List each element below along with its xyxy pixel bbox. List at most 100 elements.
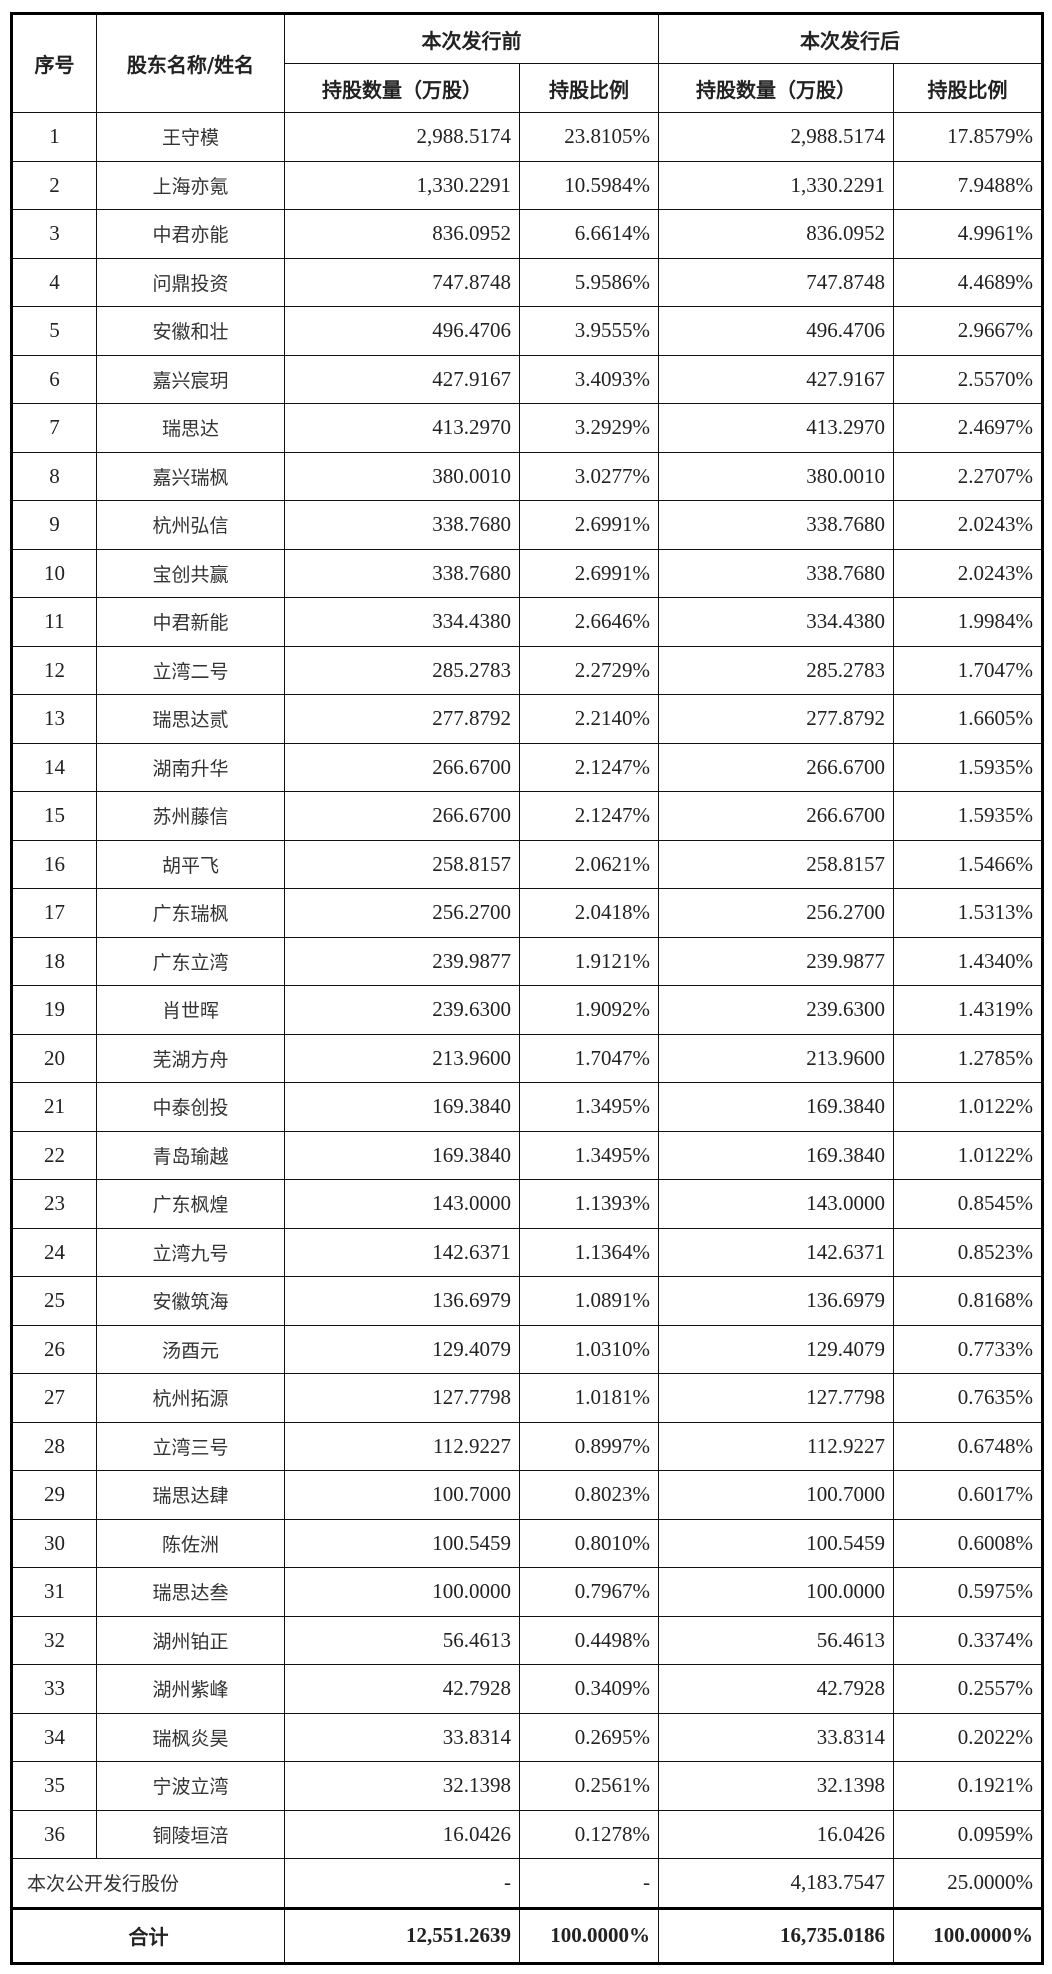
- row-before-shares: 413.2970: [284, 403, 520, 453]
- table-row: 16 胡平飞 258.8157 2.0621% 258.8157 1.5466%: [11, 839, 1043, 889]
- table-row: 6 嘉兴宸玥 427.9167 3.4093% 427.9167 2.5570%: [11, 354, 1043, 404]
- row-seq: 4: [11, 257, 97, 307]
- row-seq: 30: [11, 1518, 97, 1568]
- row-after-shares: 239.6300: [658, 985, 894, 1035]
- table-row: 35 宁波立湾 32.1398 0.2561% 32.1398 0.1921%: [11, 1761, 1043, 1811]
- row-seq: 32: [11, 1615, 97, 1665]
- row-seq: 13: [11, 694, 97, 744]
- row-before-shares: 334.4380: [284, 597, 520, 647]
- row-after-shares: 100.0000: [658, 1567, 894, 1617]
- row-before-ratio: 10.5984%: [519, 160, 659, 210]
- row-after-ratio: 17.8579%: [893, 112, 1043, 162]
- public-offering-after-shares: 4,183.7547: [658, 1858, 894, 1909]
- row-after-ratio: 1.4340%: [893, 936, 1043, 986]
- row-after-shares: 127.7798: [658, 1373, 894, 1423]
- table-row: 26 汤酉元 129.4079 1.0310% 129.4079 0.7733%: [11, 1324, 1043, 1374]
- row-after-ratio: 0.2557%: [893, 1664, 1043, 1714]
- row-name: 安徽筑海: [96, 1276, 285, 1326]
- row-before-ratio: 1.0891%: [519, 1276, 659, 1326]
- row-name: 肖世晖: [96, 985, 285, 1035]
- row-before-shares: 239.9877: [284, 936, 520, 986]
- row-before-ratio: 2.2140%: [519, 694, 659, 744]
- row-before-ratio: 1.0310%: [519, 1324, 659, 1374]
- row-after-ratio: 0.2022%: [893, 1712, 1043, 1762]
- row-after-shares: 33.8314: [658, 1712, 894, 1762]
- row-after-shares: 427.9167: [658, 354, 894, 404]
- row-seq: 11: [11, 597, 97, 647]
- row-after-ratio: 0.5975%: [893, 1567, 1043, 1617]
- table-row: 21 中泰创投 169.3840 1.3495% 169.3840 1.0122%: [11, 1082, 1043, 1132]
- row-name: 瑞思达: [96, 403, 285, 453]
- row-before-shares: 56.4613: [284, 1615, 520, 1665]
- row-after-ratio: 0.8168%: [893, 1276, 1043, 1326]
- row-seq: 35: [11, 1761, 97, 1811]
- row-before-shares: 169.3840: [284, 1082, 520, 1132]
- row-after-shares: 112.9227: [658, 1421, 894, 1471]
- row-seq: 25: [11, 1276, 97, 1326]
- row-seq: 12: [11, 645, 97, 695]
- row-before-shares: 33.8314: [284, 1712, 520, 1762]
- row-before-shares: 16.0426: [284, 1809, 520, 1859]
- row-after-shares: 338.7680: [658, 500, 894, 550]
- table-row: 32 湖州铂正 56.4613 0.4498% 56.4613 0.3374%: [11, 1615, 1043, 1665]
- row-after-ratio: 4.4689%: [893, 257, 1043, 307]
- row-before-ratio: 2.1247%: [519, 791, 659, 841]
- row-seq: 2: [11, 160, 97, 210]
- row-after-ratio: 1.6605%: [893, 694, 1043, 744]
- row-before-shares: 239.6300: [284, 985, 520, 1035]
- row-name: 瑞思达贰: [96, 694, 285, 744]
- row-after-shares: 169.3840: [658, 1130, 894, 1180]
- row-after-shares: 334.4380: [658, 597, 894, 647]
- row-before-ratio: 0.8010%: [519, 1518, 659, 1568]
- header-name: 股东名称/姓名: [96, 13, 285, 113]
- row-before-shares: 100.5459: [284, 1518, 520, 1568]
- row-before-shares: 836.0952: [284, 209, 520, 259]
- row-before-ratio: 1.9121%: [519, 936, 659, 986]
- row-after-shares: 136.6979: [658, 1276, 894, 1326]
- header-before-ratio: 持股比例: [519, 63, 659, 113]
- row-name: 立湾九号: [96, 1227, 285, 1277]
- table-row: 11 中君新能 334.4380 2.6646% 334.4380 1.9984%: [11, 597, 1043, 647]
- public-offering-before-shares: -: [284, 1858, 520, 1909]
- table-row: 28 立湾三号 112.9227 0.8997% 112.9227 0.6748%: [11, 1421, 1043, 1471]
- table-row: 33 湖州紫峰 42.7928 0.3409% 42.7928 0.2557%: [11, 1664, 1043, 1714]
- total-before-ratio: 100.0000%: [519, 1906, 659, 1964]
- row-before-shares: 338.7680: [284, 548, 520, 598]
- row-after-shares: 142.6371: [658, 1227, 894, 1277]
- public-offering-label: 本次公开发行股份: [11, 1858, 285, 1909]
- row-before-ratio: 6.6614%: [519, 209, 659, 259]
- row-seq: 31: [11, 1567, 97, 1617]
- row-before-shares: 136.6979: [284, 1276, 520, 1326]
- row-after-shares: 100.7000: [658, 1470, 894, 1520]
- row-seq: 16: [11, 839, 97, 889]
- row-after-ratio: 0.8523%: [893, 1227, 1043, 1277]
- row-before-ratio: 1.3495%: [519, 1130, 659, 1180]
- row-name: 瑞思达叁: [96, 1567, 285, 1617]
- row-seq: 17: [11, 888, 97, 938]
- row-after-ratio: 0.7635%: [893, 1373, 1043, 1423]
- row-after-shares: 169.3840: [658, 1082, 894, 1132]
- row-before-ratio: 0.7967%: [519, 1567, 659, 1617]
- row-after-ratio: 4.9961%: [893, 209, 1043, 259]
- row-after-shares: 1,330.2291: [658, 160, 894, 210]
- table-row: 24 立湾九号 142.6371 1.1364% 142.6371 0.8523%: [11, 1227, 1043, 1277]
- row-name: 湖州紫峰: [96, 1664, 285, 1714]
- header-before: 本次发行前: [284, 13, 659, 64]
- row-name: 陈佐洲: [96, 1518, 285, 1568]
- row-before-ratio: 1.1364%: [519, 1227, 659, 1277]
- row-seq: 21: [11, 1082, 97, 1132]
- row-before-shares: 338.7680: [284, 500, 520, 550]
- header-seq: 序号: [11, 13, 97, 113]
- row-after-shares: 32.1398: [658, 1761, 894, 1811]
- row-before-ratio: 2.6991%: [519, 500, 659, 550]
- row-before-shares: 169.3840: [284, 1130, 520, 1180]
- row-before-ratio: 3.4093%: [519, 354, 659, 404]
- row-name: 广东枫煌: [96, 1179, 285, 1229]
- row-name: 嘉兴瑞枫: [96, 451, 285, 501]
- row-after-shares: 16.0426: [658, 1809, 894, 1859]
- table-row: 18 广东立湾 239.9877 1.9121% 239.9877 1.4340%: [11, 936, 1043, 986]
- row-name: 铜陵垣涪: [96, 1809, 285, 1859]
- row-before-ratio: 2.1247%: [519, 742, 659, 792]
- row-name: 中君亦能: [96, 209, 285, 259]
- row-name: 苏州藤信: [96, 791, 285, 841]
